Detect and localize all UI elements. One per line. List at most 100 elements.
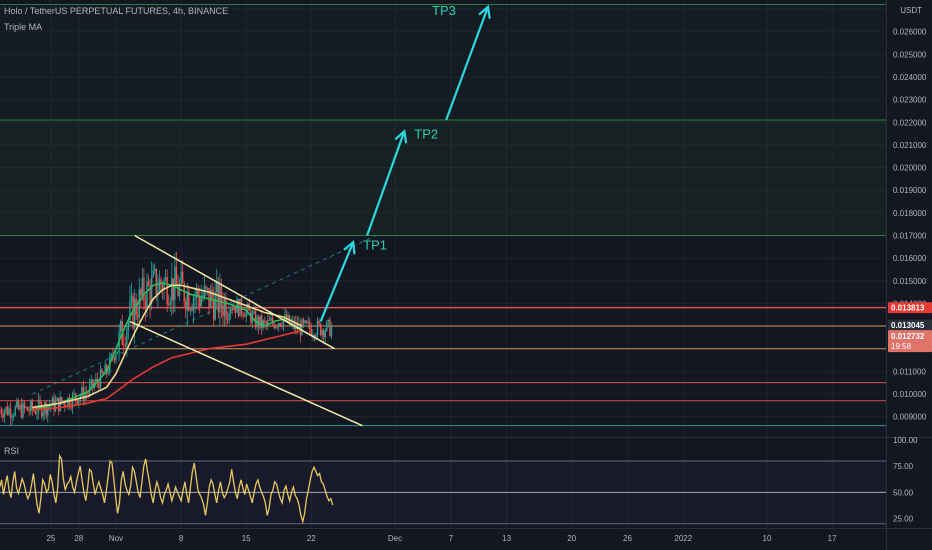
candle-body (57, 397, 60, 411)
candle-body (262, 320, 264, 328)
candle-body (183, 283, 185, 302)
candle-body (101, 369, 103, 374)
indicator-name[interactable]: Triple MA (4, 22, 43, 32)
candle-body (211, 290, 213, 300)
target-arrow-tp2 (366, 130, 406, 236)
time-tick-label: 17 (828, 534, 837, 543)
current-price-text: 0.012732 (891, 332, 925, 341)
candle-body (267, 320, 269, 325)
candle-body (287, 315, 289, 322)
candle-body (301, 319, 303, 336)
candle-body (175, 266, 178, 285)
candle-body (191, 308, 193, 311)
candle-body (222, 305, 224, 316)
candle-body (180, 271, 182, 284)
candle-body (233, 307, 235, 310)
candle-body (157, 290, 159, 295)
candle-body (240, 298, 243, 314)
candle-body (98, 382, 100, 388)
time-tick-label: 25 (46, 534, 55, 543)
candle-body (220, 284, 223, 306)
candle-body (95, 378, 97, 384)
candle-body (127, 320, 130, 330)
candle-body (304, 320, 306, 324)
candle-body (2, 414, 4, 418)
candle-body (259, 315, 261, 328)
ma-line-fast (32, 282, 303, 411)
candle-body (115, 353, 117, 360)
candle-body (205, 286, 207, 289)
candle-body (16, 401, 18, 407)
candle-body (278, 323, 280, 327)
wedge-upper-trendline (134, 234, 335, 350)
candle-body (200, 298, 202, 307)
candle-body (261, 315, 263, 328)
candle-body (228, 312, 230, 321)
candle-body (230, 309, 232, 313)
candle-body (316, 321, 319, 336)
candle-body (171, 278, 173, 302)
candle-body (298, 323, 300, 330)
candle-body (158, 279, 161, 291)
candle-body (30, 401, 32, 412)
price-tick-label: 0.022000 (893, 118, 927, 127)
candle-body (223, 298, 226, 316)
candle-body (26, 407, 29, 411)
target-zone-shading (0, 4, 886, 121)
candle-body (197, 288, 199, 298)
price-tick-label: 0.016000 (893, 254, 927, 263)
candle-body (214, 292, 216, 320)
candle-body (206, 288, 209, 289)
rsi-indicator-name[interactable]: RSI (4, 446, 20, 456)
price-tick-label: 0.010000 (893, 390, 927, 399)
candle-body (310, 328, 312, 336)
candle-body (144, 301, 147, 309)
candle-body (185, 301, 187, 311)
candle-body (324, 330, 326, 338)
candle-body (282, 319, 285, 327)
time-tick-label: 26 (623, 534, 632, 543)
candle-body (11, 416, 13, 418)
candle-body (0, 410, 2, 415)
rsi-tick-label: 50.00 (893, 488, 914, 497)
candle-body (164, 277, 167, 281)
candle-body (326, 321, 328, 331)
time-axis[interactable]: 25 28 Nov 8 15 22 Dec 7 13 20 26 2022 10 17 (46, 534, 837, 543)
target-label-tp1: TP1 (363, 237, 387, 252)
price-label-text: 0.013045 (891, 321, 925, 330)
candle-body (199, 297, 201, 307)
price-axis[interactable]: 0.026000 0.025000 0.024000 0.023000 0.022000… (893, 28, 927, 524)
time-tick-label: 22 (307, 534, 316, 543)
candle-body (147, 281, 150, 286)
candle-body (64, 401, 66, 407)
symbol-title[interactable]: Holo / TetherUS PERPETUAL FUTURES, 4h, B… (4, 6, 229, 16)
candle-body (315, 335, 317, 338)
candle-body (174, 266, 176, 300)
candle-body (104, 364, 106, 375)
time-tick-label: 2022 (674, 534, 692, 543)
candle-body (293, 320, 295, 330)
candle-body (169, 301, 171, 305)
horizontal-levels (0, 4, 886, 427)
candle-body (85, 392, 88, 394)
price-tick-label: 0.021000 (893, 141, 927, 150)
time-tick-label: 7 (449, 534, 454, 543)
time-tick-label: 10 (763, 534, 772, 543)
candle-body (31, 401, 33, 410)
candle-body (23, 402, 26, 408)
candle-body (56, 397, 58, 402)
price-tick-label: 0.009000 (893, 413, 927, 422)
rsi-line (0, 453, 334, 525)
candle-body (110, 354, 113, 357)
candle-body (216, 281, 218, 293)
candle-body (34, 410, 37, 414)
candle-body (312, 334, 314, 336)
candle-body (329, 319, 331, 337)
time-tick-label: 28 (74, 534, 83, 543)
candle-body (309, 322, 311, 329)
candle-body (234, 307, 237, 313)
candle-body (107, 372, 109, 374)
price-tick-label: 0.024000 (893, 73, 927, 82)
